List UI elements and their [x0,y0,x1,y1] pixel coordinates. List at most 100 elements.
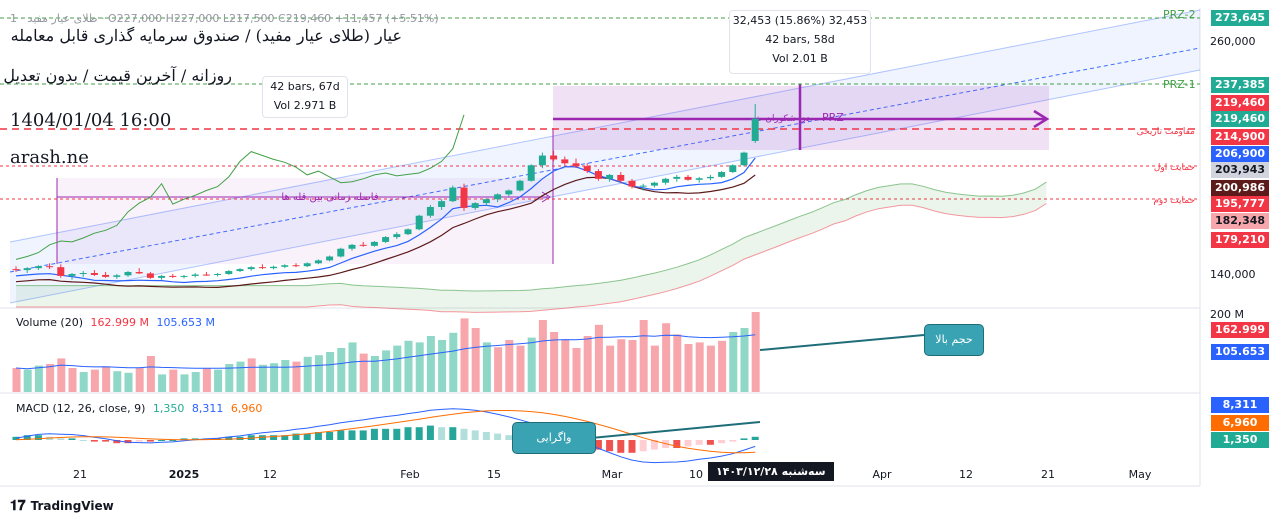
volume-bar [236,361,245,392]
price-axis-label: 203,943 [1211,162,1269,178]
candle-body [639,185,647,187]
prz1-label: PRZ-1 [1163,78,1196,91]
macd-histogram-bar [270,435,278,440]
volume-bar [404,340,413,392]
time-tick-label: May [1129,468,1152,481]
price-axis-label: 237,385 [1211,77,1269,93]
candle-body [404,229,412,235]
volume-bar [673,334,682,392]
volume-bar [337,348,346,392]
candle-body [673,176,681,179]
macd-legend[interactable]: MACD (12, 26, close, 9) 1,350 8,311 6,96… [16,402,262,415]
candle-body [258,267,266,269]
candle-body [236,269,244,272]
macd-histogram-bar [482,432,490,440]
volume-bar [550,332,559,392]
macd-histogram-bar [314,432,322,440]
volume-bar [617,339,626,392]
candle-body [594,171,602,179]
macd-histogram-bar [505,435,513,440]
macd-histogram-bar [695,440,703,445]
price-axis-label: 219,460 [1211,95,1269,111]
candle-body [370,241,378,246]
time-tick-label: 12 [959,468,973,481]
price-axis-label: 179,210 [1211,232,1269,248]
volume-bar [214,369,223,392]
channel-upper-line [9,9,1201,243]
candle-body [382,237,390,242]
price-tick-140000: 140,000 [1210,268,1256,281]
tradingview-icon: 𝟏𝟕 [10,498,26,514]
candle-body [158,275,166,278]
macd-histogram-bar [449,427,457,440]
macd-histogram-bar [494,433,502,440]
volume-bar [594,324,603,392]
macd-histogram-bar [628,440,636,453]
macd-histogram-bar [740,438,748,440]
regression-channel-fill [10,10,1200,303]
candle-body [572,163,580,167]
candle-body [247,267,255,270]
macd-histogram-bar [359,430,367,440]
macd-histogram-bar [639,440,647,452]
support2-label: حمایت دوم [1153,196,1195,206]
macd-histogram-bar [57,438,65,440]
macd-histogram-bar [326,432,334,440]
tradingview-logo[interactable]: 𝟏𝟕 TradingView [10,498,114,514]
volume-bar [46,364,55,392]
macd-histogram-bar [729,440,737,442]
volume-legend-value: 162.999 M [90,316,149,329]
measure-tooltip-line3: Vol 2.01 B [772,52,828,65]
macd-histogram-bar [158,440,166,441]
volume-bar [57,358,66,392]
volume-bar [146,356,155,392]
macd-hist-value: 1,350 [152,402,185,415]
candle-body [438,201,446,207]
volume-bar [393,345,402,392]
time-tick-label: Apr [872,468,892,481]
macd-histogram-bar [404,427,412,440]
macd-histogram-bar [135,440,143,442]
channel-lower-line [9,69,1201,304]
volume-bar [740,328,749,392]
macd-histogram-bar [460,428,468,440]
measure-tooltip-line2: 42 bars, 58d [765,33,835,46]
volume-bar [169,369,178,392]
candle-body [751,118,759,141]
macd-histogram-bar [225,436,233,440]
candle-body [12,269,20,271]
prz-label: PRZ [822,111,844,124]
chart-subtitle: روزانه / آخرین قیمت / بدون تعدیل [3,66,232,85]
volume-ma-line [15,334,756,370]
volume-bar [639,320,648,392]
channel-mid-line [9,47,1201,273]
cloud-span-a [16,181,1047,292]
candle-body [46,266,54,268]
macd-histogram-bar [113,440,121,444]
volume-callout: حجم بالا [924,324,984,356]
date-time-label: 1404/01/04 16:00 [10,110,172,131]
macd-histogram-bar [751,436,759,440]
candle-body [102,274,110,277]
prz-note: دی شکوران ث [754,114,810,124]
volume-bar [426,336,435,392]
volume-bar [113,371,122,392]
measure-tooltip-line1: 32,453 (15.86%) 32,453 [732,14,868,27]
volume-bar [292,361,301,392]
volume-bar [225,364,234,392]
candle-body [583,166,591,172]
candle-body [729,165,737,173]
candle-body [460,187,468,208]
macd-callout-pointer [569,421,761,441]
volume-bar [527,337,536,392]
candle-body [314,260,322,264]
candle-body [516,180,524,191]
macd-histogram-bar [426,425,434,440]
volume-axis-label: 105.653 M [1211,344,1269,374]
lagging-line [15,114,465,260]
macd-histogram-bar [673,440,681,448]
volume-bar [68,368,77,392]
volume-legend[interactable]: Volume (20) 162.999 M 105.653 M [16,316,215,329]
volume-bar [438,340,447,392]
price-axis-label: 182,348 [1211,213,1269,229]
